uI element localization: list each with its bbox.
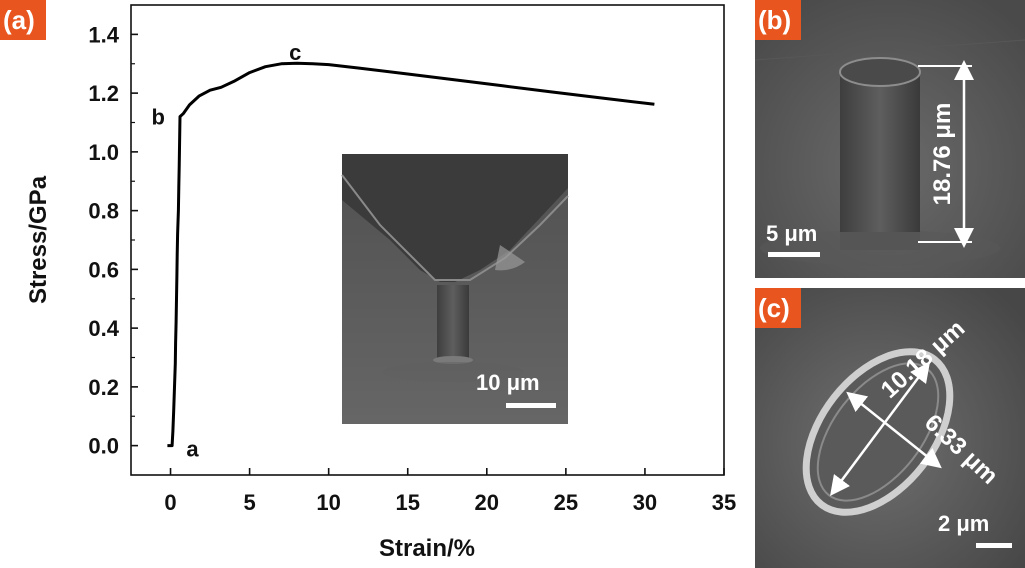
curve-annotations: a b c (152, 40, 302, 462)
x-tick-label: 15 (395, 490, 419, 515)
x-axis-ticks: 0 5 10 15 20 25 30 35 (164, 468, 736, 515)
panel-b-tag: (b) (758, 5, 791, 35)
x-tick-label: 5 (243, 490, 255, 515)
panel-c: (c) 10.18 μm 6.33 μm 2 μm (755, 288, 1025, 568)
x-tick-label: 30 (633, 490, 657, 515)
y-tick-label: 0.0 (88, 434, 119, 459)
x-axis-title: Strain/% (379, 535, 475, 562)
y-axis-ticks: 0.0 0.2 0.4 0.6 0.8 1.0 1.2 1.4 (88, 22, 138, 459)
inset-sem-image: 10 μm (341, 154, 569, 424)
y-tick-label: 0.2 (88, 375, 119, 400)
panel-b-pillar (839, 57, 921, 250)
inset-scale-bar (506, 403, 556, 408)
y-tick-label: 1.2 (88, 81, 119, 106)
annotation-c: c (289, 40, 301, 65)
panel-c-scale-bar (976, 543, 1012, 548)
panel-b: (b) 18.76 μm 5 μm (754, 0, 1025, 278)
y-tick-label: 1.4 (88, 22, 119, 47)
inset-scale-label: 10 μm (476, 370, 540, 395)
x-tick-label: 0 (164, 490, 176, 515)
panel-a: (a) 0 5 10 15 20 25 30 35 0.0 0.2 0.4 0.6 0.8 1.0 1.2… (0, 0, 736, 562)
y-tick-label: 0.6 (88, 257, 119, 282)
x-tick-label: 25 (554, 490, 578, 515)
panel-a-tag: (a) (3, 5, 35, 35)
panel-c-scale-label: 2 μm (938, 511, 989, 536)
panel-c-tag-box (755, 288, 801, 328)
y-axis-title: Stress/GPa (25, 175, 52, 304)
annotation-a: a (186, 437, 199, 462)
x-tick-label: 35 (712, 490, 736, 515)
panel-b-scale-label: 5 μm (766, 221, 817, 246)
stress-strain-curve (167, 61, 655, 448)
panel-c-tag: (c) (758, 293, 790, 323)
panel-b-height-label: 18.76 μm (929, 103, 956, 206)
y-tick-label: 1.0 (88, 140, 119, 165)
y-tick-label: 0.4 (88, 316, 119, 341)
panel-c-minor-arrow (846, 391, 942, 469)
x-tick-label: 20 (475, 490, 499, 515)
y-tick-label: 0.8 (88, 199, 119, 224)
panel-a-tag-box (0, 0, 46, 40)
panel-b-tag-box (755, 0, 801, 40)
x-tick-label: 10 (316, 490, 340, 515)
panel-b-scale-bar (768, 252, 820, 257)
annotation-b: b (152, 105, 165, 130)
